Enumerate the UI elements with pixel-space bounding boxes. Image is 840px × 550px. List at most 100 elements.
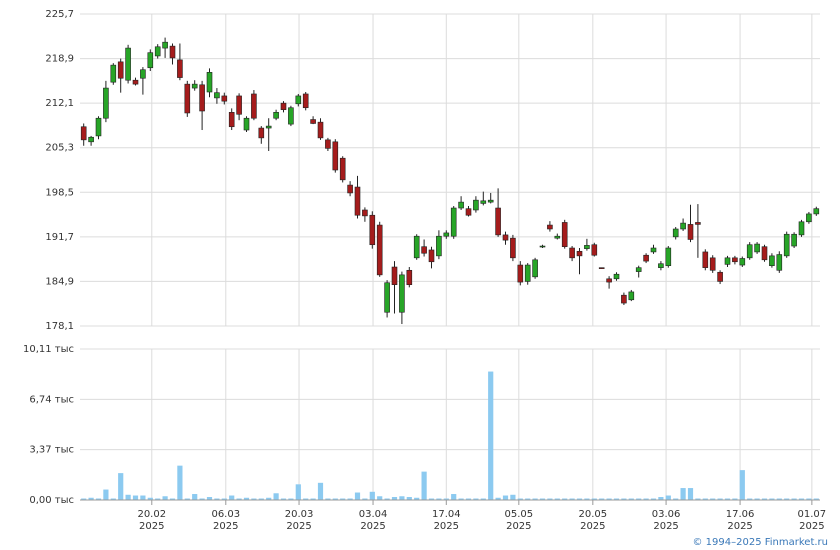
candle-body [117, 61, 124, 79]
candle-body [362, 209, 368, 217]
volume-bar [162, 496, 168, 500]
volume-bar [606, 498, 612, 500]
candle-body [791, 233, 797, 247]
volume-bar [214, 498, 220, 500]
volume-bar [414, 497, 420, 500]
candle-body [258, 127, 265, 139]
volume-bar [650, 498, 657, 500]
y-tick-label: 198,5 [45, 187, 74, 198]
volume-bar [140, 495, 146, 500]
candle-body [643, 254, 649, 262]
volume-bar [258, 498, 264, 500]
candle-body [598, 267, 605, 269]
volume-bar [295, 484, 301, 500]
volume-bar [717, 498, 723, 500]
candle-body [147, 52, 154, 69]
volume-bar [517, 498, 523, 500]
x-tick-label-line: 2025 [506, 521, 531, 532]
volume-bar [680, 488, 686, 500]
volume-bar [687, 488, 694, 500]
volume-bar [502, 495, 509, 500]
candle-body [110, 64, 117, 83]
volume-bar [488, 371, 494, 500]
candle-body [317, 121, 324, 139]
candle-body [502, 234, 509, 241]
x-tick-label-line: 05.05 [504, 509, 533, 520]
x-tick-label-line: 2025 [139, 521, 164, 532]
candle-body [280, 102, 287, 110]
volume-bar [147, 497, 153, 500]
candle-body [369, 214, 376, 246]
volume-bar [784, 498, 790, 500]
candle-body [584, 245, 590, 249]
candle-body [191, 83, 198, 89]
candle-body [687, 224, 694, 240]
candle-body [702, 251, 709, 268]
volume-bar [280, 498, 287, 500]
volume-bar [747, 498, 753, 500]
candle-body [302, 93, 309, 109]
volume-bar [665, 495, 671, 500]
volume-bar [613, 498, 620, 500]
volume-bar [251, 498, 257, 500]
volume-bar [732, 498, 738, 500]
candle-body [547, 224, 553, 230]
candle-body [621, 294, 627, 304]
volume-bar [288, 498, 294, 500]
candle-body [746, 244, 753, 259]
volume-bar [169, 498, 176, 500]
candle-body [251, 93, 257, 119]
volume-bar [584, 498, 590, 500]
candle-body [221, 95, 228, 102]
volume-bar [569, 498, 575, 500]
volume-bar [495, 497, 501, 500]
volume-bar [673, 498, 679, 500]
volume-bar [399, 496, 405, 500]
volume-bar [155, 498, 161, 500]
volume-bar [332, 498, 338, 500]
copyright-link[interactable]: © 1994–2025 Finmarket.ru [692, 537, 828, 548]
y-tick-label: 205,3 [45, 143, 74, 154]
candle-body [458, 201, 464, 209]
candle-body [177, 59, 183, 78]
volume-bar [369, 491, 375, 500]
x-tick-label: 17.04 2025 [432, 509, 461, 532]
candle-body [658, 263, 664, 268]
candle-body [436, 235, 442, 257]
volume-bar [110, 498, 116, 500]
candle-body [265, 125, 272, 129]
candle-body [169, 45, 176, 59]
volume-bar [658, 497, 664, 500]
candle-body [783, 233, 790, 257]
volume-bar [184, 498, 190, 500]
volume-bar [473, 498, 479, 500]
candle-body [228, 112, 235, 128]
candle-body [554, 235, 561, 239]
candle-body [761, 246, 768, 261]
x-tick-label-line: 2025 [653, 521, 678, 532]
candle-body [132, 79, 139, 85]
volume-bar [798, 498, 805, 500]
candle-body [732, 257, 738, 263]
volume-bar [702, 498, 708, 500]
y-tick-label: 212,1 [45, 98, 74, 109]
volume-bar [103, 489, 109, 500]
x-tick-label-line: 20.05 [578, 509, 607, 520]
candle-body [243, 117, 250, 131]
y-tick-label: 178,1 [45, 321, 74, 332]
candle-body [339, 157, 346, 181]
volume-bar [480, 498, 486, 500]
volume-bar [761, 498, 768, 500]
volume-bar [769, 498, 775, 500]
candle-body [325, 139, 331, 149]
candle-body [717, 271, 723, 282]
candle-body [561, 222, 568, 247]
candle-body [273, 112, 279, 119]
volume-bar [347, 498, 353, 500]
volume-bar [643, 498, 649, 500]
volume-bar [547, 498, 553, 500]
volume-bar [362, 498, 368, 500]
x-tick-label-line: 2025 [213, 521, 238, 532]
volume-bar [532, 498, 538, 500]
